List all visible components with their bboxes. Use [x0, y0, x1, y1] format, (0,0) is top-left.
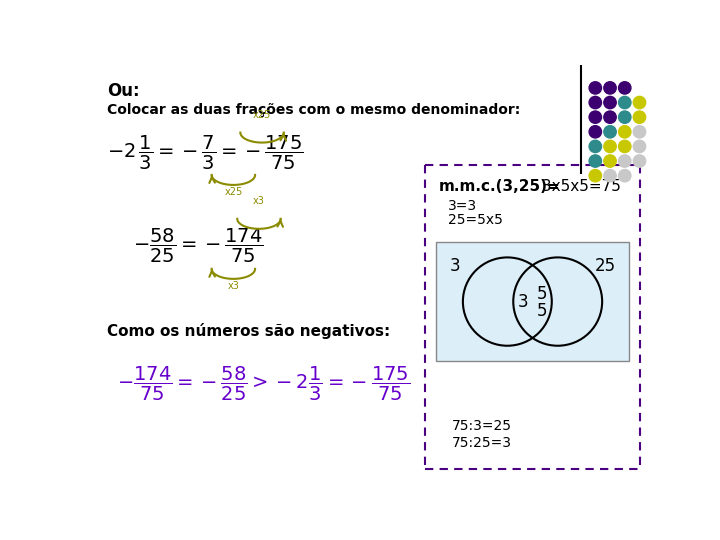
Circle shape [589, 82, 601, 94]
Text: x25: x25 [224, 187, 243, 197]
Circle shape [618, 170, 631, 182]
Circle shape [634, 140, 646, 153]
Text: 3x5x5=75: 3x5x5=75 [537, 179, 621, 194]
Circle shape [604, 96, 616, 109]
Text: 75:25=3: 75:25=3 [452, 436, 512, 450]
Text: x25: x25 [253, 110, 271, 120]
Text: x3: x3 [228, 281, 239, 291]
Text: m.m.c.(3,25)=: m.m.c.(3,25)= [438, 179, 560, 194]
Text: 3: 3 [518, 293, 528, 310]
Circle shape [589, 126, 601, 138]
Circle shape [589, 140, 601, 153]
Text: 3=3: 3=3 [448, 199, 477, 213]
Text: $-2\,\dfrac{1}{3} = -\dfrac{7}{3} = -\dfrac{175}{75}$: $-2\,\dfrac{1}{3} = -\dfrac{7}{3} = -\df… [107, 134, 304, 172]
Circle shape [604, 111, 616, 123]
Circle shape [604, 126, 616, 138]
Circle shape [604, 155, 616, 167]
Text: 75:3=25: 75:3=25 [452, 419, 512, 433]
Circle shape [634, 111, 646, 123]
Text: $-\dfrac{174}{75} = -\dfrac{58}{25} > -2\dfrac{1}{3} = -\dfrac{175}{75}$: $-\dfrac{174}{75} = -\dfrac{58}{25} > -2… [117, 366, 410, 403]
Text: x3: x3 [253, 197, 265, 206]
Text: $-\dfrac{58}{25} = -\dfrac{174}{75}$: $-\dfrac{58}{25} = -\dfrac{174}{75}$ [132, 227, 264, 265]
Circle shape [634, 96, 646, 109]
Text: Ou:: Ou: [107, 82, 140, 100]
Circle shape [604, 170, 616, 182]
Circle shape [589, 155, 601, 167]
Circle shape [618, 82, 631, 94]
Text: 25=5x5: 25=5x5 [448, 213, 503, 227]
Circle shape [589, 111, 601, 123]
Circle shape [618, 155, 631, 167]
Circle shape [589, 170, 601, 182]
Text: 3: 3 [449, 257, 460, 275]
FancyBboxPatch shape [436, 242, 629, 361]
Circle shape [634, 126, 646, 138]
Circle shape [634, 155, 646, 167]
Circle shape [604, 140, 616, 153]
Text: Como os números são negativos:: Como os números são negativos: [107, 323, 390, 339]
Circle shape [618, 96, 631, 109]
Circle shape [618, 111, 631, 123]
Text: Colocar as duas frações com o mesmo denominador:: Colocar as duas frações com o mesmo deno… [107, 103, 521, 117]
Circle shape [618, 126, 631, 138]
Text: 25: 25 [594, 257, 616, 275]
Text: 5: 5 [536, 302, 547, 320]
Circle shape [618, 140, 631, 153]
Circle shape [589, 96, 601, 109]
Circle shape [604, 82, 616, 94]
Text: 5: 5 [536, 285, 547, 303]
